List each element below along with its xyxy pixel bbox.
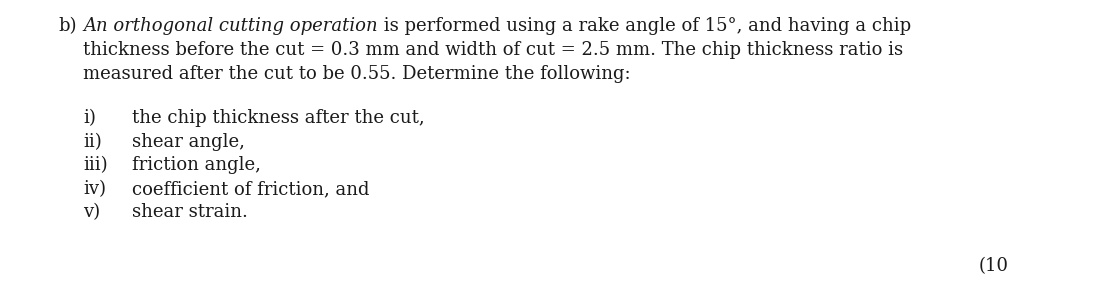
Text: An orthogonal cutting operation: An orthogonal cutting operation [83, 17, 378, 35]
Text: ii): ii) [83, 133, 102, 151]
Text: coefficient of friction, and: coefficient of friction, and [132, 180, 369, 198]
Text: v): v) [83, 203, 101, 222]
Text: iii): iii) [83, 156, 107, 174]
Text: b): b) [58, 17, 77, 35]
Text: i): i) [83, 109, 96, 127]
Text: measured after the cut to be 0.55. Determine the following:: measured after the cut to be 0.55. Deter… [83, 65, 631, 83]
Text: iv): iv) [83, 180, 106, 198]
Text: shear angle,: shear angle, [132, 133, 245, 151]
Text: friction angle,: friction angle, [132, 156, 261, 174]
Text: is performed using a rake angle of 15°, and having a chip: is performed using a rake angle of 15°, … [378, 17, 911, 35]
Text: the chip thickness after the cut,: the chip thickness after the cut, [132, 109, 424, 127]
Text: (10: (10 [979, 257, 1009, 276]
Text: shear strain.: shear strain. [132, 203, 247, 222]
Text: thickness before the cut = 0.3 mm and width of cut = 2.5 mm. The chip thickness : thickness before the cut = 0.3 mm and wi… [83, 41, 903, 59]
